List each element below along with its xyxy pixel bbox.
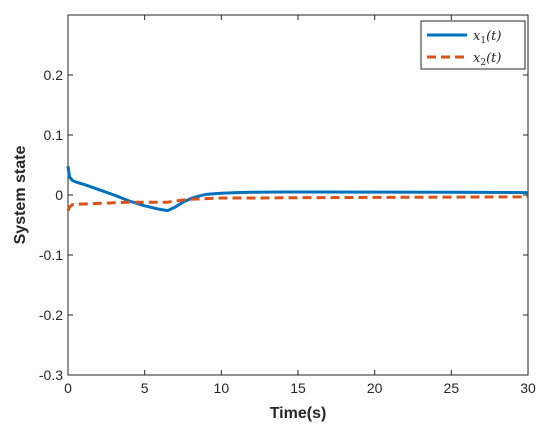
x-tick-label: 20 bbox=[367, 380, 383, 396]
legend-var: x bbox=[473, 29, 481, 44]
plot-area bbox=[67, 14, 529, 376]
y-axis-ticks: -0.3 -0.2 -0.1 0 0.1 0.2 bbox=[39, 67, 528, 383]
legend-entry-1: x1(t) bbox=[473, 29, 501, 46]
y-tick-label: -0.2 bbox=[39, 307, 63, 323]
plot-frame bbox=[67, 14, 529, 376]
legend-subscript: 2 bbox=[480, 58, 486, 68]
series-line-1 bbox=[66, 165, 529, 213]
legend-arg: (t) bbox=[486, 51, 501, 66]
x-tick-label: 30 bbox=[520, 380, 536, 396]
x-tick-label: 15 bbox=[290, 380, 306, 396]
legend: x1(t)x2(t) bbox=[420, 20, 526, 70]
series-layer bbox=[66, 165, 529, 213]
y-tick-label: -0.3 bbox=[39, 367, 63, 383]
y-tick-label: 0.2 bbox=[44, 67, 64, 83]
legend-arg: (t) bbox=[486, 29, 501, 44]
x-tick-label: 25 bbox=[444, 380, 460, 396]
y-tick-label: 0.1 bbox=[44, 127, 64, 143]
x-tick-label: 5 bbox=[141, 380, 149, 396]
x-axis-ticks: 0 5 10 15 20 25 30 bbox=[64, 15, 536, 396]
y-tick-label: -0.1 bbox=[39, 247, 63, 263]
legend-entry-2: x2(t) bbox=[473, 51, 501, 68]
y-axis-label: System state bbox=[12, 146, 29, 245]
series-line-2 bbox=[66, 195, 529, 212]
x-axis-label: Time(s) bbox=[270, 405, 327, 422]
x-tick-label: 10 bbox=[214, 380, 230, 396]
y-tick-label: 0 bbox=[55, 187, 63, 203]
x-tick-label: 0 bbox=[64, 380, 72, 396]
legend-box bbox=[420, 20, 526, 70]
legend-var: x bbox=[473, 51, 481, 66]
legend-subscript: 1 bbox=[480, 36, 486, 46]
